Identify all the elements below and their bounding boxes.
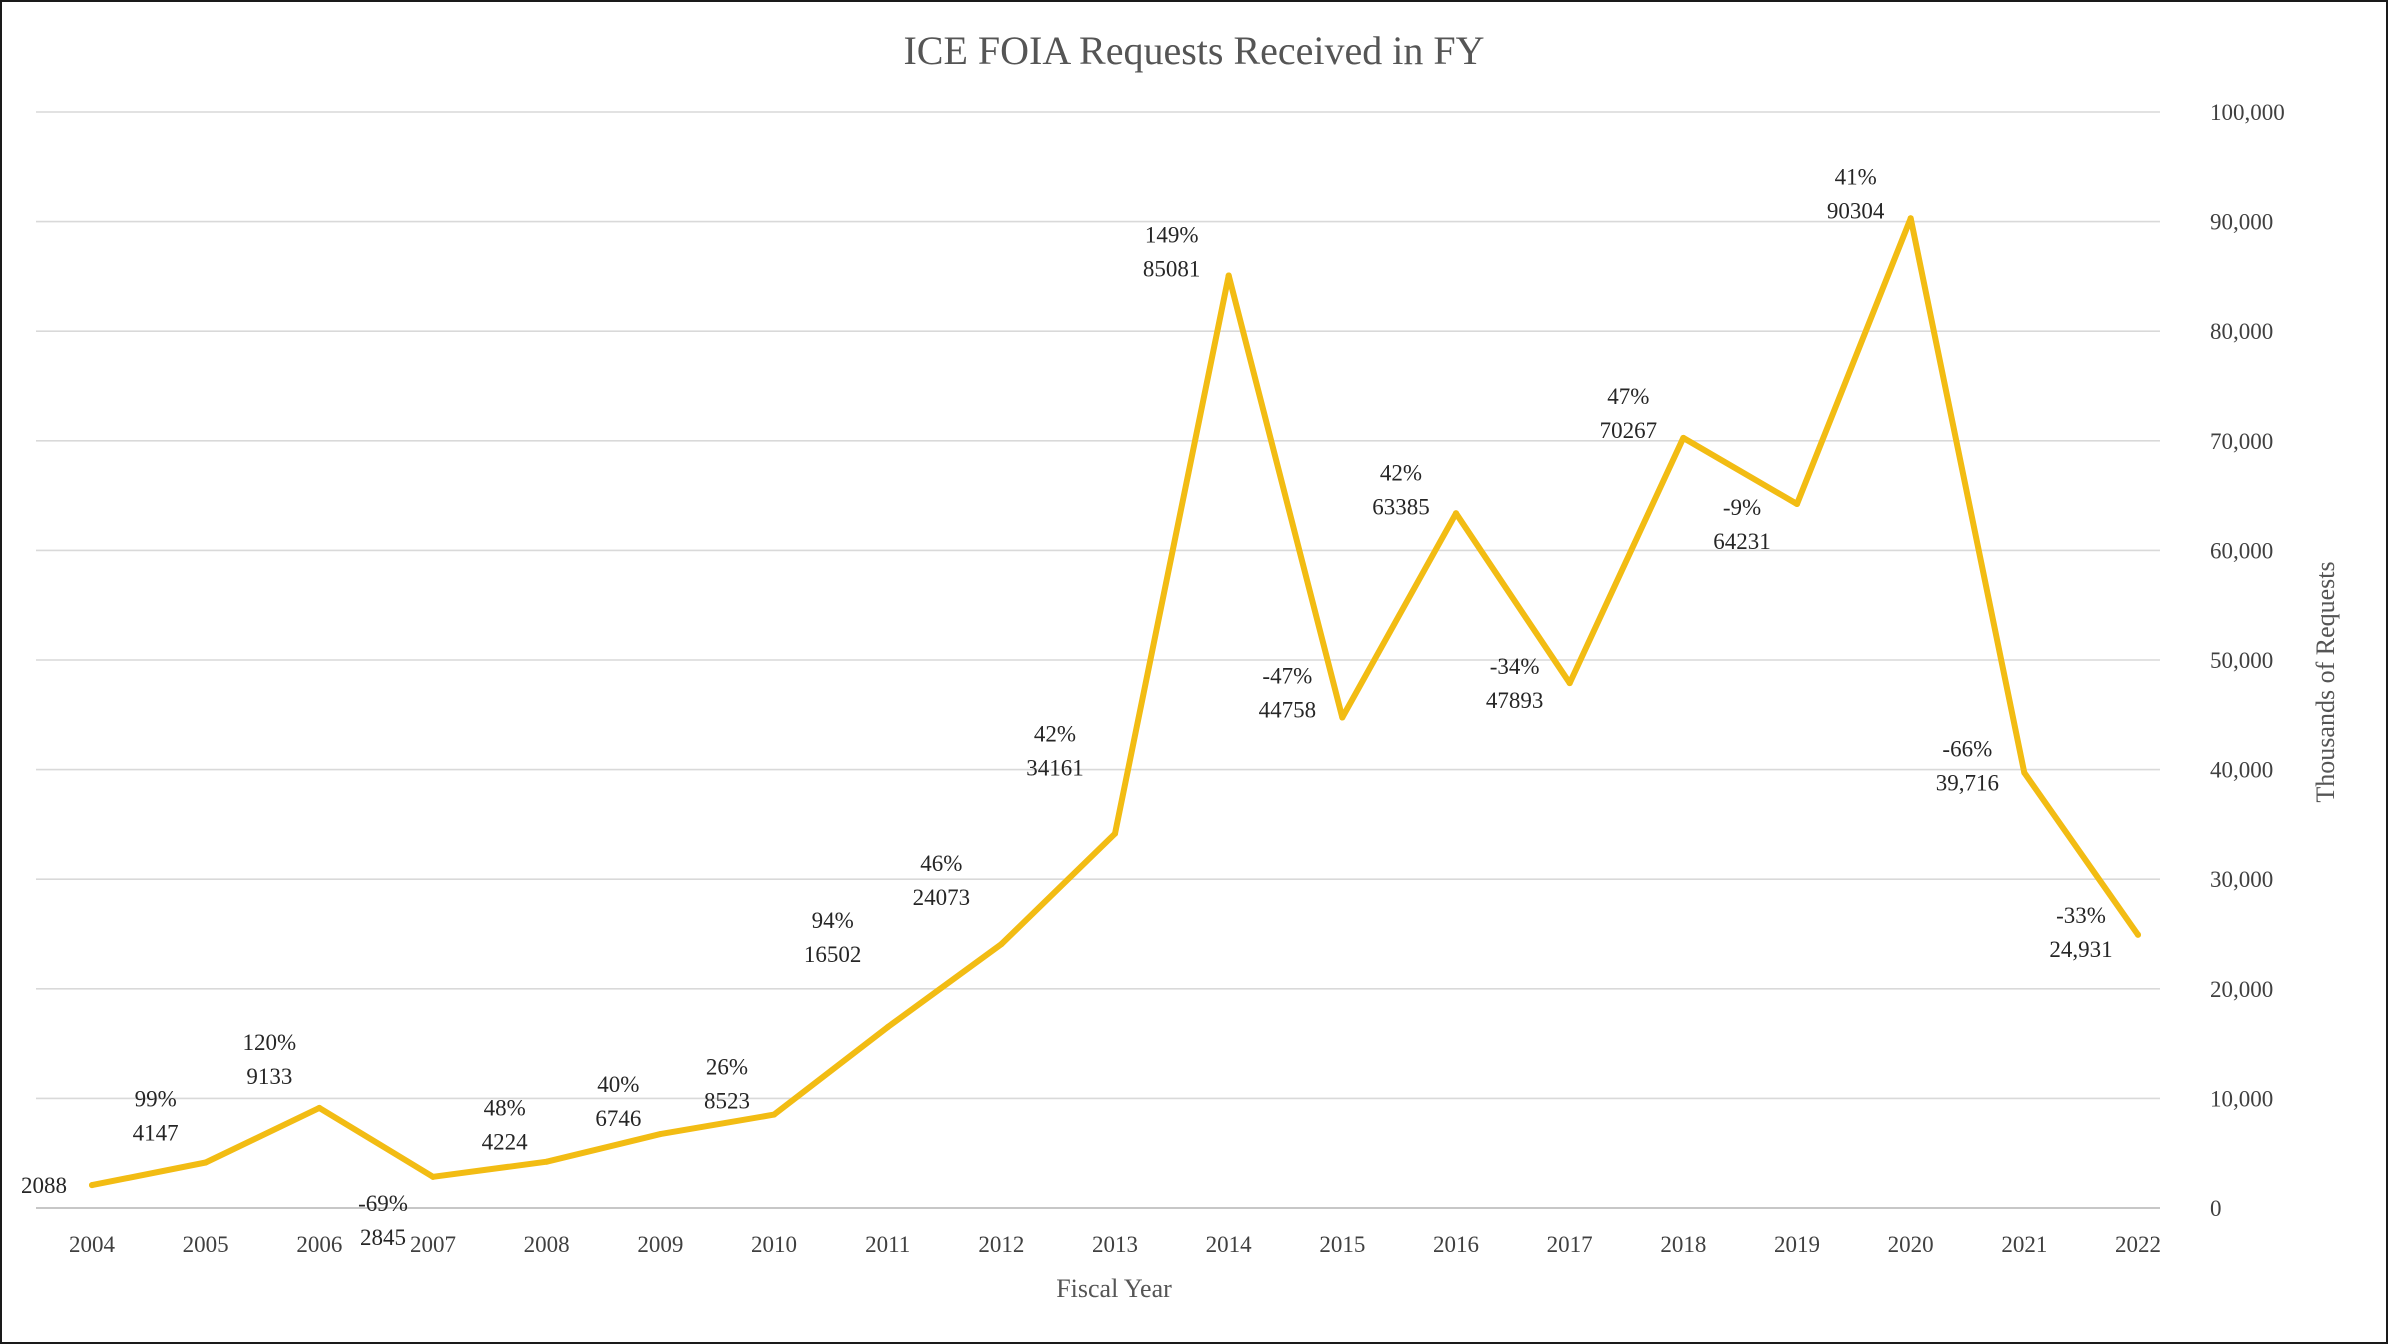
data-point <box>1112 830 1118 837</box>
y-tick-label: 50,000 <box>2210 648 2273 673</box>
x-tick-label: 2018 <box>1660 1232 1706 1257</box>
data-label-pct: 149% <box>1145 223 1199 248</box>
data-label-pct: 42% <box>1380 460 1422 485</box>
data-label-value: 63385 <box>1372 494 1430 519</box>
data-label-value: 16502 <box>804 942 862 967</box>
x-tick-label: 2008 <box>524 1232 570 1257</box>
data-label-pct: -9% <box>1723 495 1761 520</box>
x-tick-label: 2012 <box>978 1232 1024 1257</box>
data-point <box>1794 501 1800 508</box>
x-tick-label: 2005 <box>183 1232 229 1257</box>
data-label-pct: 42% <box>1034 722 1076 747</box>
data-point <box>998 941 1005 948</box>
data-point <box>1225 272 1232 279</box>
y-tick-label: 40,000 <box>2210 758 2273 783</box>
y-tick-label: 90,000 <box>2210 210 2273 235</box>
data-label-value: 64231 <box>1713 529 1771 554</box>
data-label-value: 47893 <box>1486 688 1544 713</box>
data-labels: 2088 99% 4147 120% 9133 -69% 2845 48% 4224 40% 674… <box>21 164 2113 1250</box>
data-point <box>1680 434 1687 441</box>
data-label-value: 24073 <box>913 885 971 910</box>
y-tick-label: 30,000 <box>2210 867 2273 892</box>
x-tick-label: 2017 <box>1547 1232 1593 1257</box>
data-label-value: 70267 <box>1600 418 1658 443</box>
x-tick-label: 2019 <box>1774 1232 1820 1257</box>
chart-title: ICE FOIA Requests Received in FY <box>903 28 1484 73</box>
data-point <box>884 1024 891 1031</box>
data-point <box>1453 510 1459 517</box>
x-tick-label: 2016 <box>1433 1232 1479 1257</box>
data-label-pct: -34% <box>1490 654 1540 679</box>
x-axis-title: Fiscal Year <box>1056 1274 1172 1303</box>
data-label-pct: 46% <box>920 851 962 876</box>
data-label-value: 34161 <box>1026 756 1084 781</box>
data-point <box>1339 714 1346 721</box>
data-label-value: 39,716 <box>1936 771 1999 796</box>
data-label-pct: 120% <box>242 1030 296 1055</box>
data-label-pct: -69% <box>358 1191 408 1216</box>
y-tick-label: 20,000 <box>2210 977 2273 1002</box>
data-label-pct: -33% <box>2056 903 2106 928</box>
y-axis-ticks: 0 10,000 20,000 30,000 40,000 50,000 60,000 70,… <box>2210 100 2285 1221</box>
data-label-value: 4224 <box>482 1130 529 1155</box>
data-point <box>1907 215 1914 222</box>
data-point <box>657 1131 664 1138</box>
data-label-pct: 94% <box>812 908 854 933</box>
series-line <box>89 215 2141 1189</box>
data-point <box>771 1111 777 1118</box>
data-label-pct: 40% <box>597 1072 639 1097</box>
x-tick-label: 2006 <box>296 1232 342 1257</box>
x-tick-label: 2010 <box>751 1232 797 1257</box>
data-label-pct: 41% <box>1835 164 1877 189</box>
data-label-value: 6746 <box>595 1106 641 1131</box>
y-tick-label: 10,000 <box>2210 1086 2273 1111</box>
data-point <box>1566 680 1573 687</box>
series-layer <box>89 215 2141 1189</box>
gridlines <box>36 111 2160 1209</box>
x-tick-label: 2011 <box>865 1232 910 1257</box>
x-tick-label: 2013 <box>1092 1232 1138 1257</box>
y-tick-label: 0 <box>2210 1196 2222 1221</box>
x-tick-label: 2004 <box>69 1232 116 1257</box>
data-label-value: 90304 <box>1827 198 1885 223</box>
data-label-pct: 99% <box>135 1087 177 1112</box>
x-tick-label: 2020 <box>1888 1232 1934 1257</box>
x-tick-label: 2007 <box>410 1232 456 1257</box>
data-label-pct: 48% <box>484 1096 526 1121</box>
data-point <box>2135 931 2141 938</box>
y-axis-title: Thousands of Requests <box>2311 561 2340 802</box>
x-tick-label: 2009 <box>637 1232 683 1257</box>
data-label-value: 44758 <box>1259 697 1317 722</box>
data-point <box>202 1159 209 1166</box>
data-label-value: 85081 <box>1143 257 1201 282</box>
data-label-value: 8523 <box>704 1089 750 1114</box>
data-label-value: 4147 <box>133 1121 179 1146</box>
data-point <box>430 1173 436 1180</box>
data-label-pct: 47% <box>1607 384 1649 409</box>
x-axis-ticks: 2004 2005 2006 2007 2008 2009 2010 2011 2012 2013… <box>69 1232 2161 1257</box>
data-point <box>89 1182 95 1189</box>
y-tick-label: 60,000 <box>2210 538 2273 563</box>
data-label-value: 2845 <box>360 1225 406 1250</box>
y-tick-label: 70,000 <box>2210 429 2273 454</box>
data-point <box>2021 769 2028 776</box>
data-label-value: 24,931 <box>2049 937 2112 962</box>
x-tick-label: 2022 <box>2115 1232 2161 1257</box>
x-tick-label: 2021 <box>2001 1232 2047 1257</box>
data-point <box>316 1104 323 1111</box>
data-label-pct: 26% <box>706 1055 748 1080</box>
x-tick-label: 2014 <box>1206 1232 1253 1257</box>
y-tick-label: 100,000 <box>2210 100 2285 125</box>
y-tick-label: 80,000 <box>2210 319 2273 344</box>
data-label-value: 9133 <box>246 1064 292 1089</box>
data-label-value: 2088 <box>21 1173 67 1198</box>
x-tick-label: 2015 <box>1319 1232 1365 1257</box>
data-label-pct: -66% <box>1942 737 1992 762</box>
data-point <box>543 1158 550 1165</box>
data-label-pct: -47% <box>1262 663 1312 688</box>
